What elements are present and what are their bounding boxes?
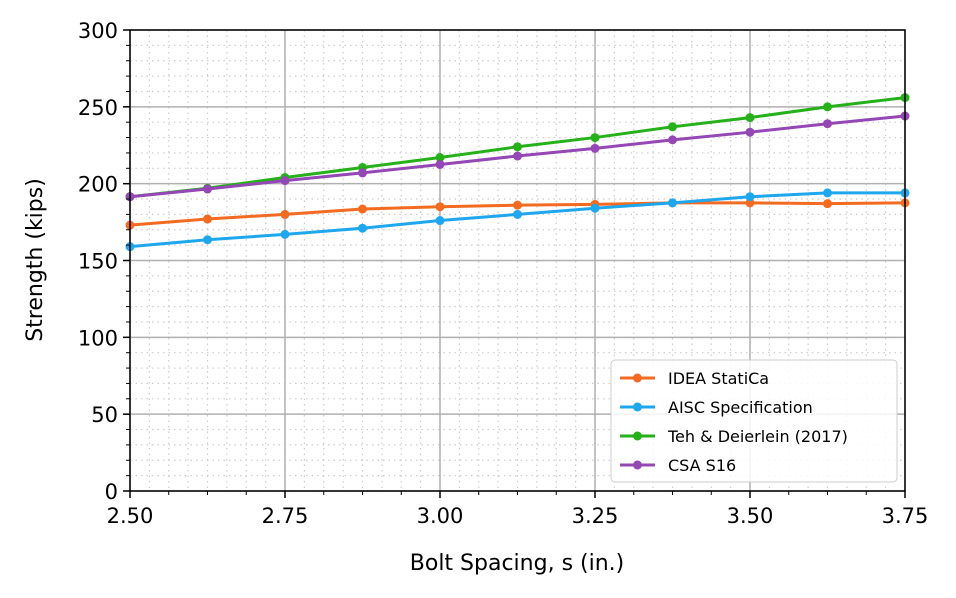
- data-point: [280, 176, 290, 186]
- data-point: [823, 102, 832, 112]
- y-tick-label: 0: [105, 480, 118, 504]
- data-point: [280, 209, 290, 219]
- x-tick-label: 3.50: [727, 504, 774, 528]
- data-point: [203, 235, 212, 245]
- ticks: 2.50 2.75 3.00 3.25 3.50 3.75 0 50 100 150 200 250 3…: [78, 19, 928, 528]
- data-point: [668, 122, 677, 132]
- legend: IDEA StatiCa AISC Specification Teh & Deie…: [610, 359, 898, 483]
- data-point: [435, 202, 445, 212]
- legend-label: CSA S16: [668, 456, 736, 475]
- data-point: [435, 216, 445, 226]
- legend-marker: [633, 373, 642, 383]
- data-point: [745, 127, 755, 137]
- data-point: [745, 113, 755, 123]
- data-point: [203, 214, 212, 224]
- data-point: [513, 142, 522, 152]
- x-tick-label: 3.00: [417, 504, 464, 528]
- x-tick-label: 2.50: [107, 504, 154, 528]
- legend-label: Teh & Deierlein (2017): [667, 427, 848, 446]
- data-point: [823, 119, 832, 129]
- legend-label: AISC Specification: [668, 398, 813, 417]
- data-point: [590, 133, 600, 143]
- data-point: [203, 184, 212, 194]
- data-point: [590, 203, 600, 213]
- y-tick-label: 300: [78, 19, 118, 43]
- data-point: [513, 209, 522, 219]
- y-axis-label: Strength (kips): [23, 178, 48, 342]
- legend-marker: [633, 431, 642, 441]
- legend-marker: [633, 402, 642, 412]
- x-axis-label: Bolt Spacing, s (in.): [410, 551, 624, 576]
- y-tick-label: 250: [78, 96, 118, 120]
- data-point: [358, 223, 367, 233]
- data-point: [358, 204, 367, 214]
- legend-label: IDEA StatiCa: [668, 369, 769, 388]
- data-point: [513, 151, 522, 161]
- y-tick-label: 100: [78, 326, 118, 350]
- data-point: [435, 159, 445, 169]
- legend-marker: [633, 460, 642, 470]
- data-point: [358, 168, 367, 178]
- data-point: [823, 188, 832, 198]
- y-tick-label: 200: [78, 173, 118, 197]
- x-tick-label: 2.75: [262, 504, 309, 528]
- y-tick-label: 150: [78, 250, 118, 274]
- x-tick-label: 3.75: [882, 504, 929, 528]
- x-tick-label: 3.25: [572, 504, 619, 528]
- data-point: [435, 153, 445, 163]
- data-point: [823, 199, 832, 209]
- data-point: [668, 198, 677, 208]
- data-point: [745, 192, 755, 202]
- data-point: [280, 229, 290, 239]
- y-tick-label: 50: [91, 403, 118, 427]
- data-point: [590, 143, 600, 153]
- data-point: [513, 200, 522, 210]
- legend-box: [610, 359, 898, 483]
- data-point: [668, 135, 677, 145]
- series-lines: [125, 93, 910, 252]
